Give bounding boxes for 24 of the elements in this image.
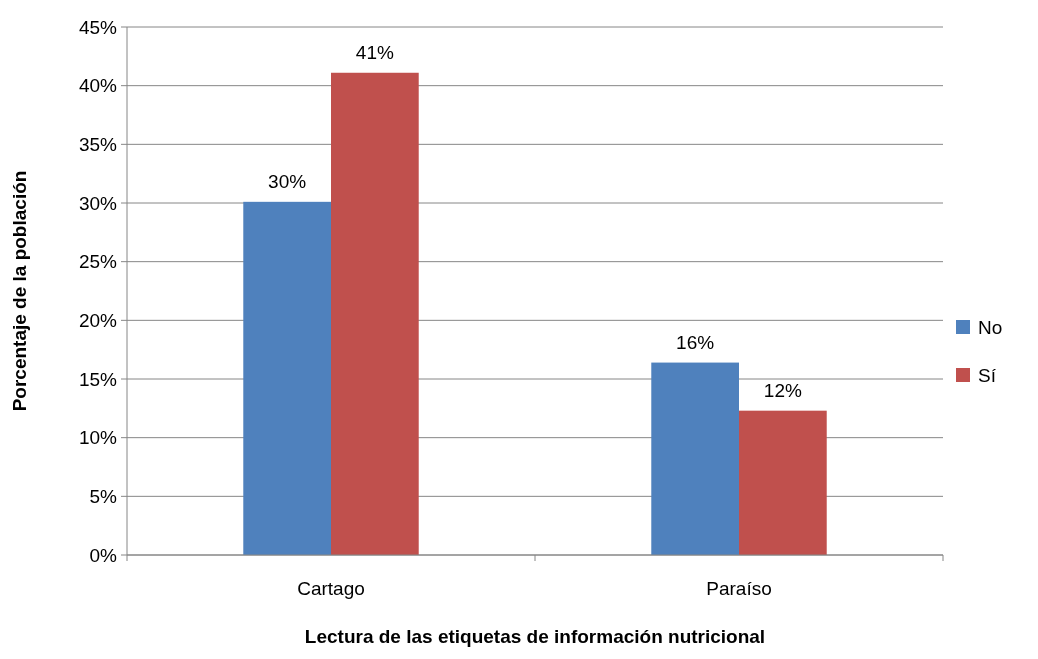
y-tick-label: 5% (89, 485, 118, 507)
x-tick-label: Cartago (297, 578, 365, 599)
data-label: 12% (763, 379, 802, 401)
y-tick-label: 30% (78, 192, 118, 214)
data-label: 16% (676, 331, 715, 353)
x-axis-title: Lectura de las etiquetas de información nutricional (304, 626, 766, 647)
y-tick-label: 45% (78, 16, 118, 38)
y-axis-title: Porcentaje de la población (9, 170, 30, 412)
legend-label: No (978, 316, 1003, 338)
y-tick-label: 25% (78, 251, 118, 273)
bar (739, 410, 827, 555)
bar (243, 201, 331, 555)
y-tick-label: 20% (78, 309, 118, 331)
y-tick-label: 10% (78, 427, 118, 449)
data-label: 41% (355, 41, 394, 63)
legend-label: Sí (978, 364, 997, 386)
y-tick-label: 35% (78, 133, 118, 155)
y-tick-label: 40% (78, 75, 118, 97)
y-tick-label: 0% (89, 544, 118, 566)
y-tick-label: 15% (78, 368, 118, 390)
bar (651, 362, 739, 555)
data-label: 30% (268, 170, 307, 192)
bar (331, 72, 419, 555)
x-tick-label: Paraíso (706, 578, 772, 599)
